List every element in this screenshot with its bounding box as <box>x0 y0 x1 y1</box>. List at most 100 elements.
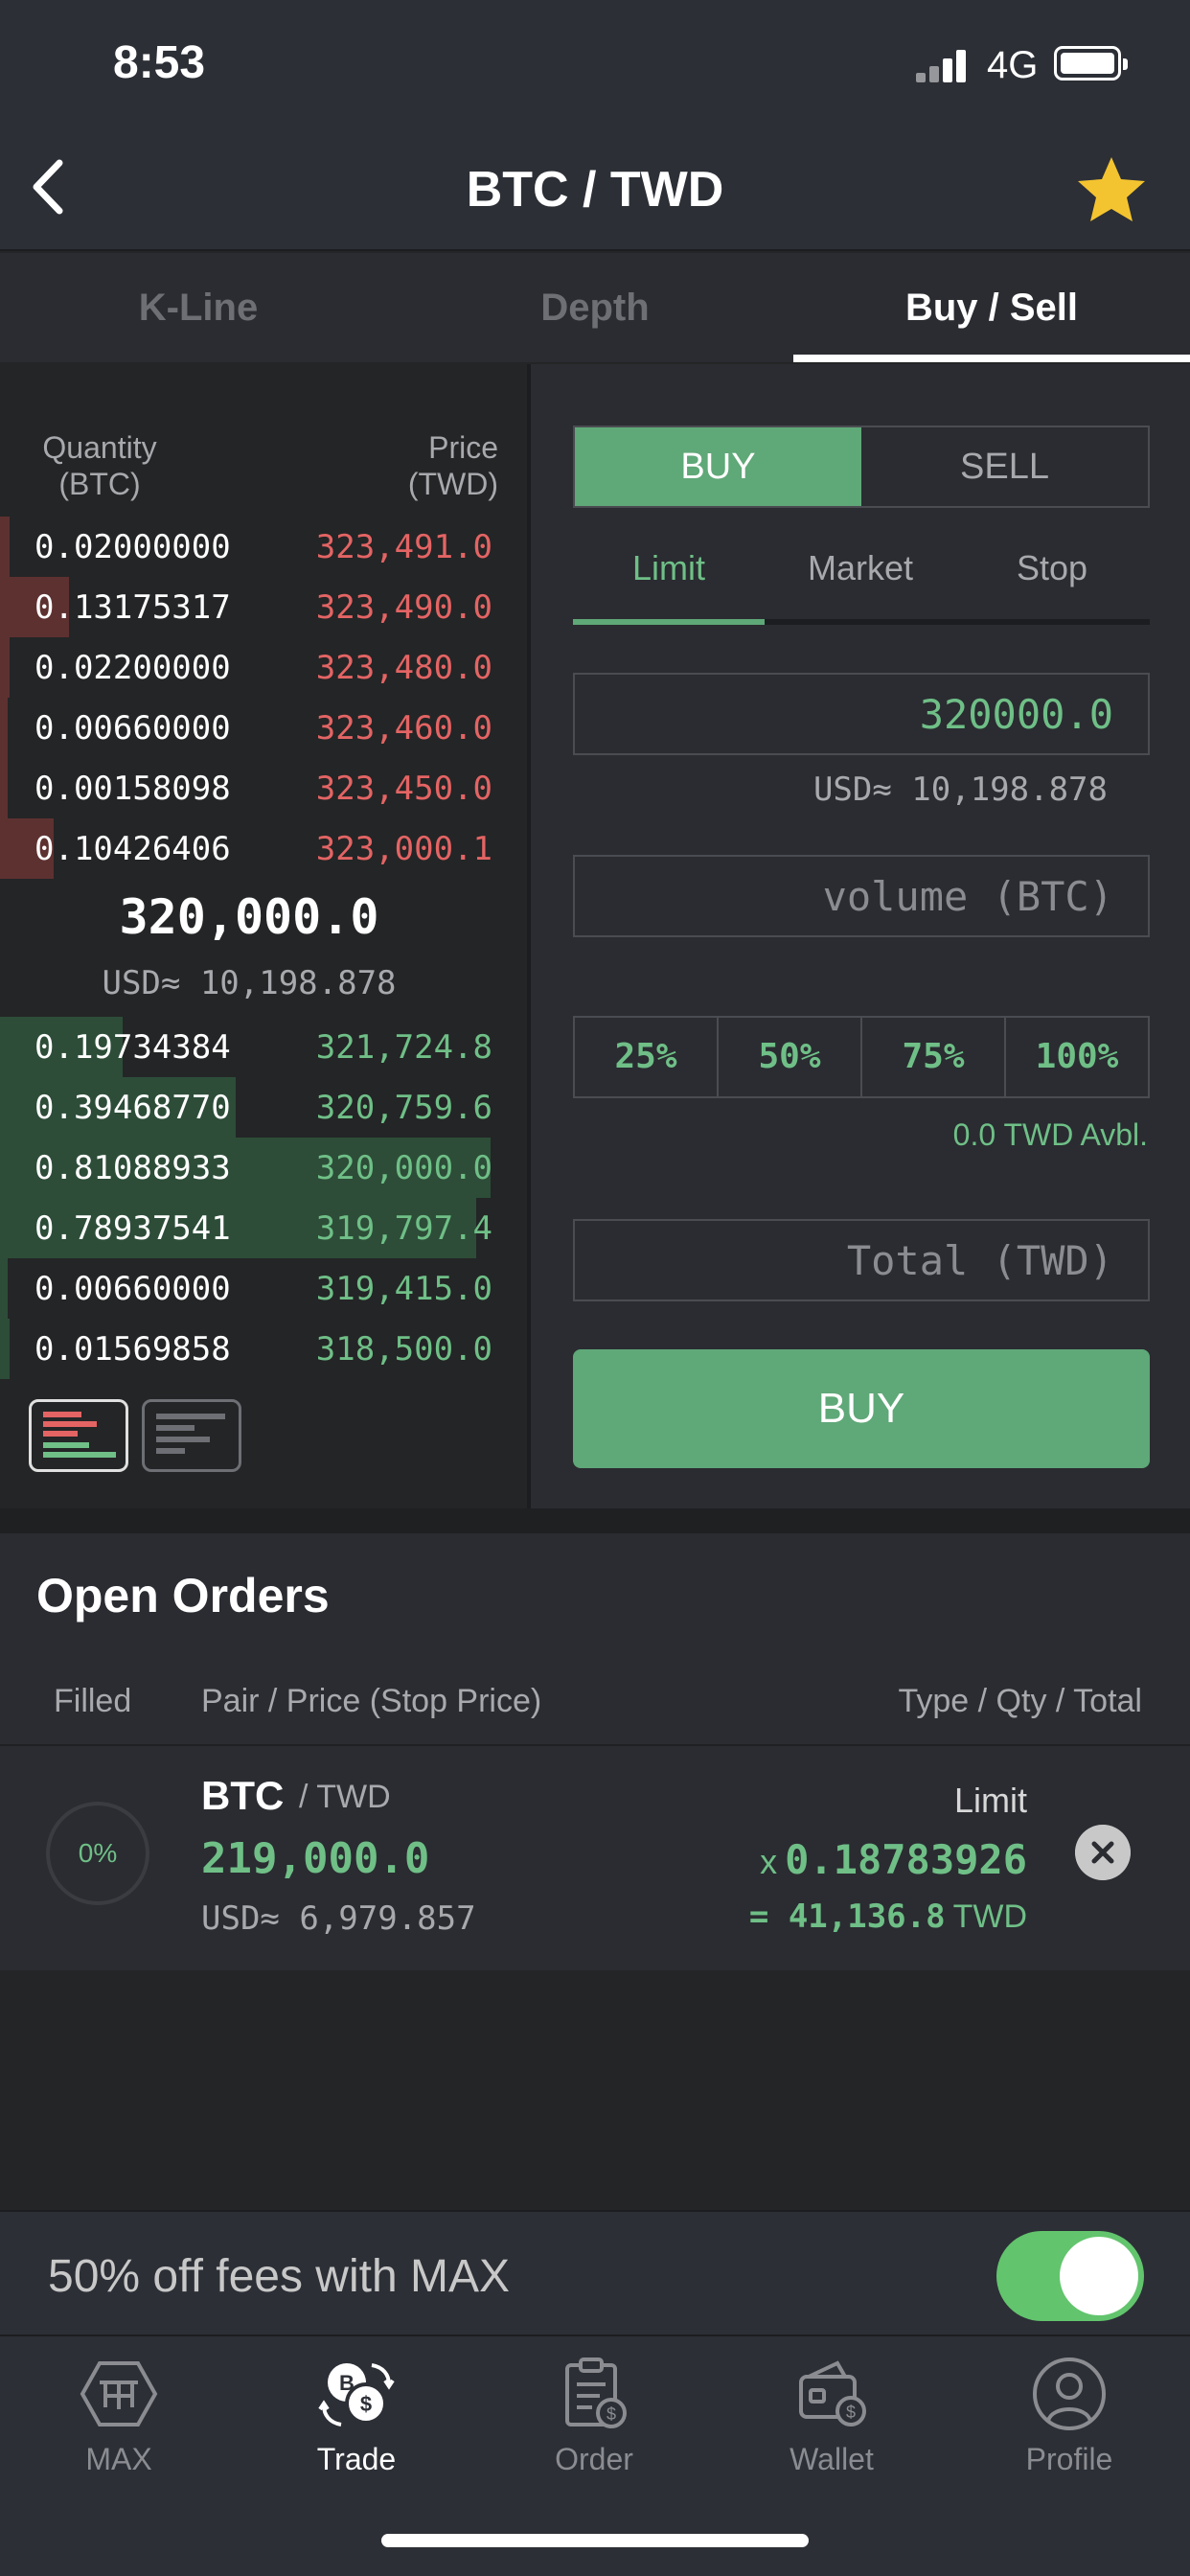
page-title: BTC / TWD <box>466 162 724 218</box>
depth-bar <box>0 1077 236 1138</box>
filled-progress: 0% <box>46 1802 149 1905</box>
bid-row[interactable]: 0.19734384 321,724.8 <box>0 1017 498 1077</box>
depth-bar <box>0 1017 123 1077</box>
side-toggle: BUY SELL <box>573 426 1150 508</box>
bid-price: 320,000.0 <box>315 1149 492 1187</box>
available-balance: 0.0 TWD Avbl. <box>952 1117 1148 1152</box>
bid-quantity: 0.78937541 <box>34 1209 231 1248</box>
bid-price: 319,797.4 <box>315 1209 492 1248</box>
nav-item-max[interactable]: MAX <box>0 2354 238 2497</box>
depth-bar <box>0 1198 476 1258</box>
order-type-stop[interactable]: Stop <box>1016 548 1088 587</box>
view-both-sides-button[interactable] <box>29 1399 128 1472</box>
bid-quantity: 0.00660000 <box>34 1270 231 1308</box>
order-quote-currency: / TWD <box>299 1779 391 1815</box>
open-orders-section: Open Orders Filled Pair / Price (Stop Pr… <box>0 1533 1190 1970</box>
nav-item-trade[interactable]: B $ Trade <box>238 2354 475 2497</box>
order-total: = 41,136.8 TWD <box>749 1898 1027 1936</box>
order-type-limit[interactable]: Limit <box>631 548 705 587</box>
ask-quantity: 0.02000000 <box>34 528 231 566</box>
cancel-order-icon[interactable] <box>1075 1825 1131 1880</box>
fee-discount-toggle[interactable] <box>996 2231 1144 2321</box>
tab-depth[interactable]: Depth <box>540 287 650 329</box>
order-price: 219,000.0 <box>201 1834 430 1883</box>
ask-row[interactable]: 0.02000000 323,491.0 <box>0 517 498 577</box>
view-compact-button[interactable] <box>142 1399 241 1472</box>
percent-100-button[interactable]: 100% <box>1035 1037 1119 1076</box>
back-icon[interactable] <box>19 153 86 220</box>
price-input[interactable] <box>575 675 1148 753</box>
bid-quantity: 0.19734384 <box>34 1028 231 1067</box>
ask-price: 323,480.0 <box>315 649 492 687</box>
nav-item-profile[interactable]: Profile <box>950 2354 1188 2497</box>
depth-bar <box>0 698 8 758</box>
network-type: 4G <box>987 44 1039 86</box>
quantity-header: Quantity (BTC) <box>42 430 157 501</box>
bid-row[interactable]: 0.78937541 319,797.4 <box>0 1198 498 1258</box>
fee-discount-bar: 50% off fees with MAX <box>0 2210 1190 2336</box>
total-input[interactable] <box>575 1221 1148 1300</box>
depth-bar <box>0 517 10 577</box>
svg-text:$: $ <box>606 2404 616 2424</box>
nav-item-wallet[interactable]: $ Wallet <box>713 2354 950 2497</box>
price-header: Price (TWD) <box>407 430 498 501</box>
last-price-usd: USD≈ 10,198.878 <box>102 964 397 1002</box>
order-type-market[interactable]: Market <box>807 548 914 587</box>
volume-field <box>573 855 1150 937</box>
ask-price: 323,000.1 <box>315 830 492 868</box>
svg-text:B: B <box>339 2371 355 2395</box>
buy-side-button[interactable]: BUY <box>575 427 861 506</box>
buy-submit-button[interactable]: BUY <box>573 1349 1150 1468</box>
favorite-star-icon[interactable] <box>1073 151 1150 228</box>
price-usd-note: USD≈ 10,198.878 <box>812 770 1108 809</box>
order-type-indicator <box>573 619 765 625</box>
percent-50-button[interactable]: 50% <box>719 1018 862 1096</box>
bid-row[interactable]: 0.39468770 320,759.6 <box>0 1077 498 1138</box>
nav-item-order[interactable]: $ Order <box>475 2354 713 2497</box>
bid-quantity: 0.01569858 <box>34 1330 231 1368</box>
order-type: Limit <box>953 1781 1027 1820</box>
bid-row[interactable]: 0.00660000 319,415.0 <box>0 1258 498 1319</box>
ask-row[interactable]: 0.00158098 323,450.0 <box>0 758 498 818</box>
bid-quantity: 0.39468770 <box>34 1089 231 1127</box>
order-quantity: x 0.18783926 <box>760 1836 1027 1883</box>
pair-column-header: Pair / Price (Stop Price) <box>201 1683 542 1719</box>
open-orders-title: Open Orders <box>36 1569 330 1622</box>
ask-price: 323,491.0 <box>315 528 492 566</box>
percent-selector: 25% 50% 75% 100% <box>573 1016 1150 1098</box>
ask-row[interactable]: 0.00660000 323,460.0 <box>0 698 498 758</box>
order-book <box>0 364 527 1508</box>
ask-row[interactable]: 0.13175317 323,490.0 <box>0 577 498 637</box>
sell-side-button[interactable]: SELL <box>960 447 1049 487</box>
ask-price: 323,450.0 <box>315 770 492 808</box>
chart-tabs: K-Line Depth Buy / Sell <box>0 253 1190 362</box>
fee-discount-text: 50% off fees with MAX <box>48 2251 511 2302</box>
tab-k-line[interactable]: K-Line <box>138 287 259 329</box>
depth-bar <box>0 637 10 698</box>
tab-buy-sell[interactable]: Buy / Sell <box>904 287 1079 329</box>
depth-bar <box>0 1319 10 1379</box>
filled-column-header: Filled <box>54 1683 132 1719</box>
depth-bar <box>0 818 54 879</box>
ask-row[interactable]: 0.02200000 323,480.0 <box>0 637 498 698</box>
bid-row[interactable]: 0.81088933 320,000.0 <box>0 1138 498 1198</box>
total-field <box>573 1219 1150 1301</box>
bid-quantity: 0.81088933 <box>34 1149 231 1187</box>
bid-row[interactable]: 0.01569858 318,500.0 <box>0 1319 498 1379</box>
volume-input[interactable] <box>575 857 1148 935</box>
status-bar: 8:53 4G <box>0 0 1190 125</box>
last-price: 320,000.0 <box>119 889 379 945</box>
depth-bar <box>0 577 69 637</box>
ask-quantity: 0.13175317 <box>34 588 231 627</box>
percent-25-button[interactable]: 25% <box>575 1018 719 1096</box>
percent-75-button[interactable]: 75% <box>862 1018 1006 1096</box>
ask-price: 323,460.0 <box>315 709 492 748</box>
depth-bar <box>0 1138 491 1198</box>
ask-quantity: 0.00158098 <box>34 770 231 808</box>
home-indicator <box>381 2534 809 2547</box>
nav-bar: BTC / TWD <box>0 125 1190 251</box>
depth-bar <box>0 1258 8 1319</box>
order-base-currency: BTC <box>201 1773 285 1818</box>
order-price-usd: USD≈ 6,979.857 <box>201 1899 476 1938</box>
ask-row[interactable]: 0.10426406 323,000.1 <box>0 818 498 879</box>
